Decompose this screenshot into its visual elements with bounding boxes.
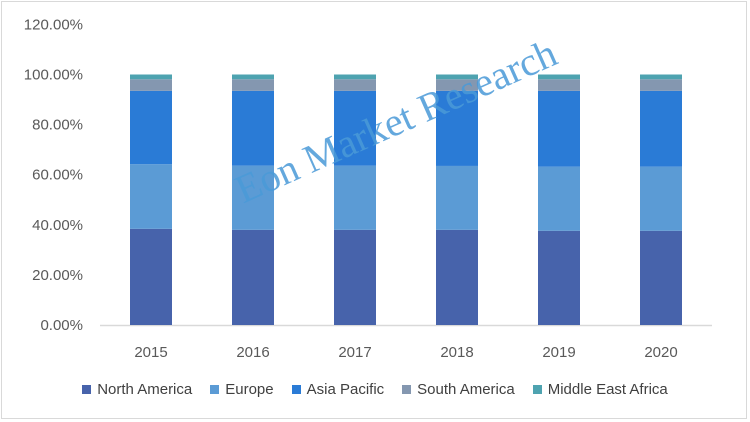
bar-segment-europe [334,165,376,230]
bar-segment-north-america [334,229,376,325]
legend: North America Europe Asia Pacific South Ame… [0,381,750,398]
y-tick-label: 100.00% [24,67,83,84]
x-tick-label: 2018 [440,344,473,361]
bar-segment-middle-east-africa [640,74,682,80]
y-tick-label: 20.00% [32,267,83,284]
x-tick-label: 2016 [236,344,269,361]
y-tick-label: 40.00% [32,217,83,234]
legend-swatch [532,385,542,394]
bar-segment-asia-pacific [640,90,682,167]
bar-segment-north-america [436,229,478,325]
legend-label: Middle East Africa [547,381,668,398]
legend-swatch [291,385,301,394]
bar-segment-south-america [538,79,580,91]
y-tick-label: 60.00% [32,167,83,184]
legend-swatch [402,385,412,394]
x-tick-label: 2015 [134,344,167,361]
legend-item: South America [402,381,515,398]
legend-label: Asia Pacific [306,381,385,398]
bar-segment-south-america [334,79,376,91]
bar-segment-middle-east-africa [334,74,376,80]
bar-segment-middle-east-africa [130,74,172,80]
bar-segment-asia-pacific [436,90,478,166]
legend-item: Europe [210,381,274,398]
legend-swatch [210,385,220,394]
x-tick-label: 2020 [644,344,677,361]
bar-segment-middle-east-africa [232,74,274,80]
x-tick-label: 2017 [338,344,371,361]
bar-segment-europe [232,165,274,230]
x-tick-label: 2019 [542,344,575,361]
bar-segment-north-america [640,230,682,325]
legend-item: Middle East Africa [532,381,668,398]
legend-label: Europe [225,381,274,398]
bar-segment-asia-pacific [334,90,376,166]
bar-segment-asia-pacific [232,90,274,166]
bar-segment-europe [130,164,172,229]
bar-segment-europe [436,165,478,230]
y-tick-label: 80.00% [32,117,83,134]
bar-segment-middle-east-africa [436,74,478,80]
bar-segment-south-america [232,79,274,91]
bar-segment-middle-east-africa [538,74,580,80]
bar-segment-north-america [232,229,274,325]
legend-label: North America [97,381,193,398]
bar-segment-north-america [538,230,580,325]
y-tick-label: 120.00% [24,16,83,33]
y-tick-label: 0.00% [40,317,83,334]
legend-item: Asia Pacific [291,381,385,398]
bar-segment-asia-pacific [538,90,580,167]
bar-segment-europe [640,166,682,231]
bar-segment-south-america [640,79,682,91]
legend-label: South America [417,381,515,398]
bar-segment-south-america [436,79,478,91]
bar-segment-europe [538,166,580,231]
legend-swatch [82,385,92,394]
bar-segment-north-america [130,228,172,325]
bar-segment-asia-pacific [130,90,172,165]
legend-item: North America [82,381,192,398]
bar-segment-south-america [130,79,172,91]
